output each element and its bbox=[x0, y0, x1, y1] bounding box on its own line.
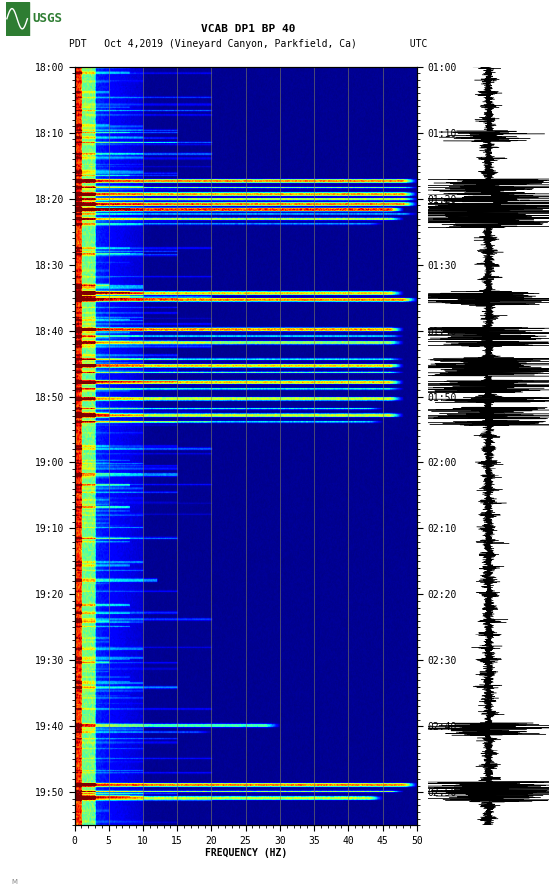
X-axis label: FREQUENCY (HZ): FREQUENCY (HZ) bbox=[204, 848, 287, 858]
Bar bbox=[6, 2, 29, 36]
Text: M: M bbox=[11, 879, 17, 885]
Text: VCAB DP1 BP 40: VCAB DP1 BP 40 bbox=[201, 24, 296, 34]
Text: USGS: USGS bbox=[32, 12, 62, 25]
Text: PDT   Oct 4,2019 (Vineyard Canyon, Parkfield, Ca)         UTC: PDT Oct 4,2019 (Vineyard Canyon, Parkfie… bbox=[69, 39, 428, 49]
